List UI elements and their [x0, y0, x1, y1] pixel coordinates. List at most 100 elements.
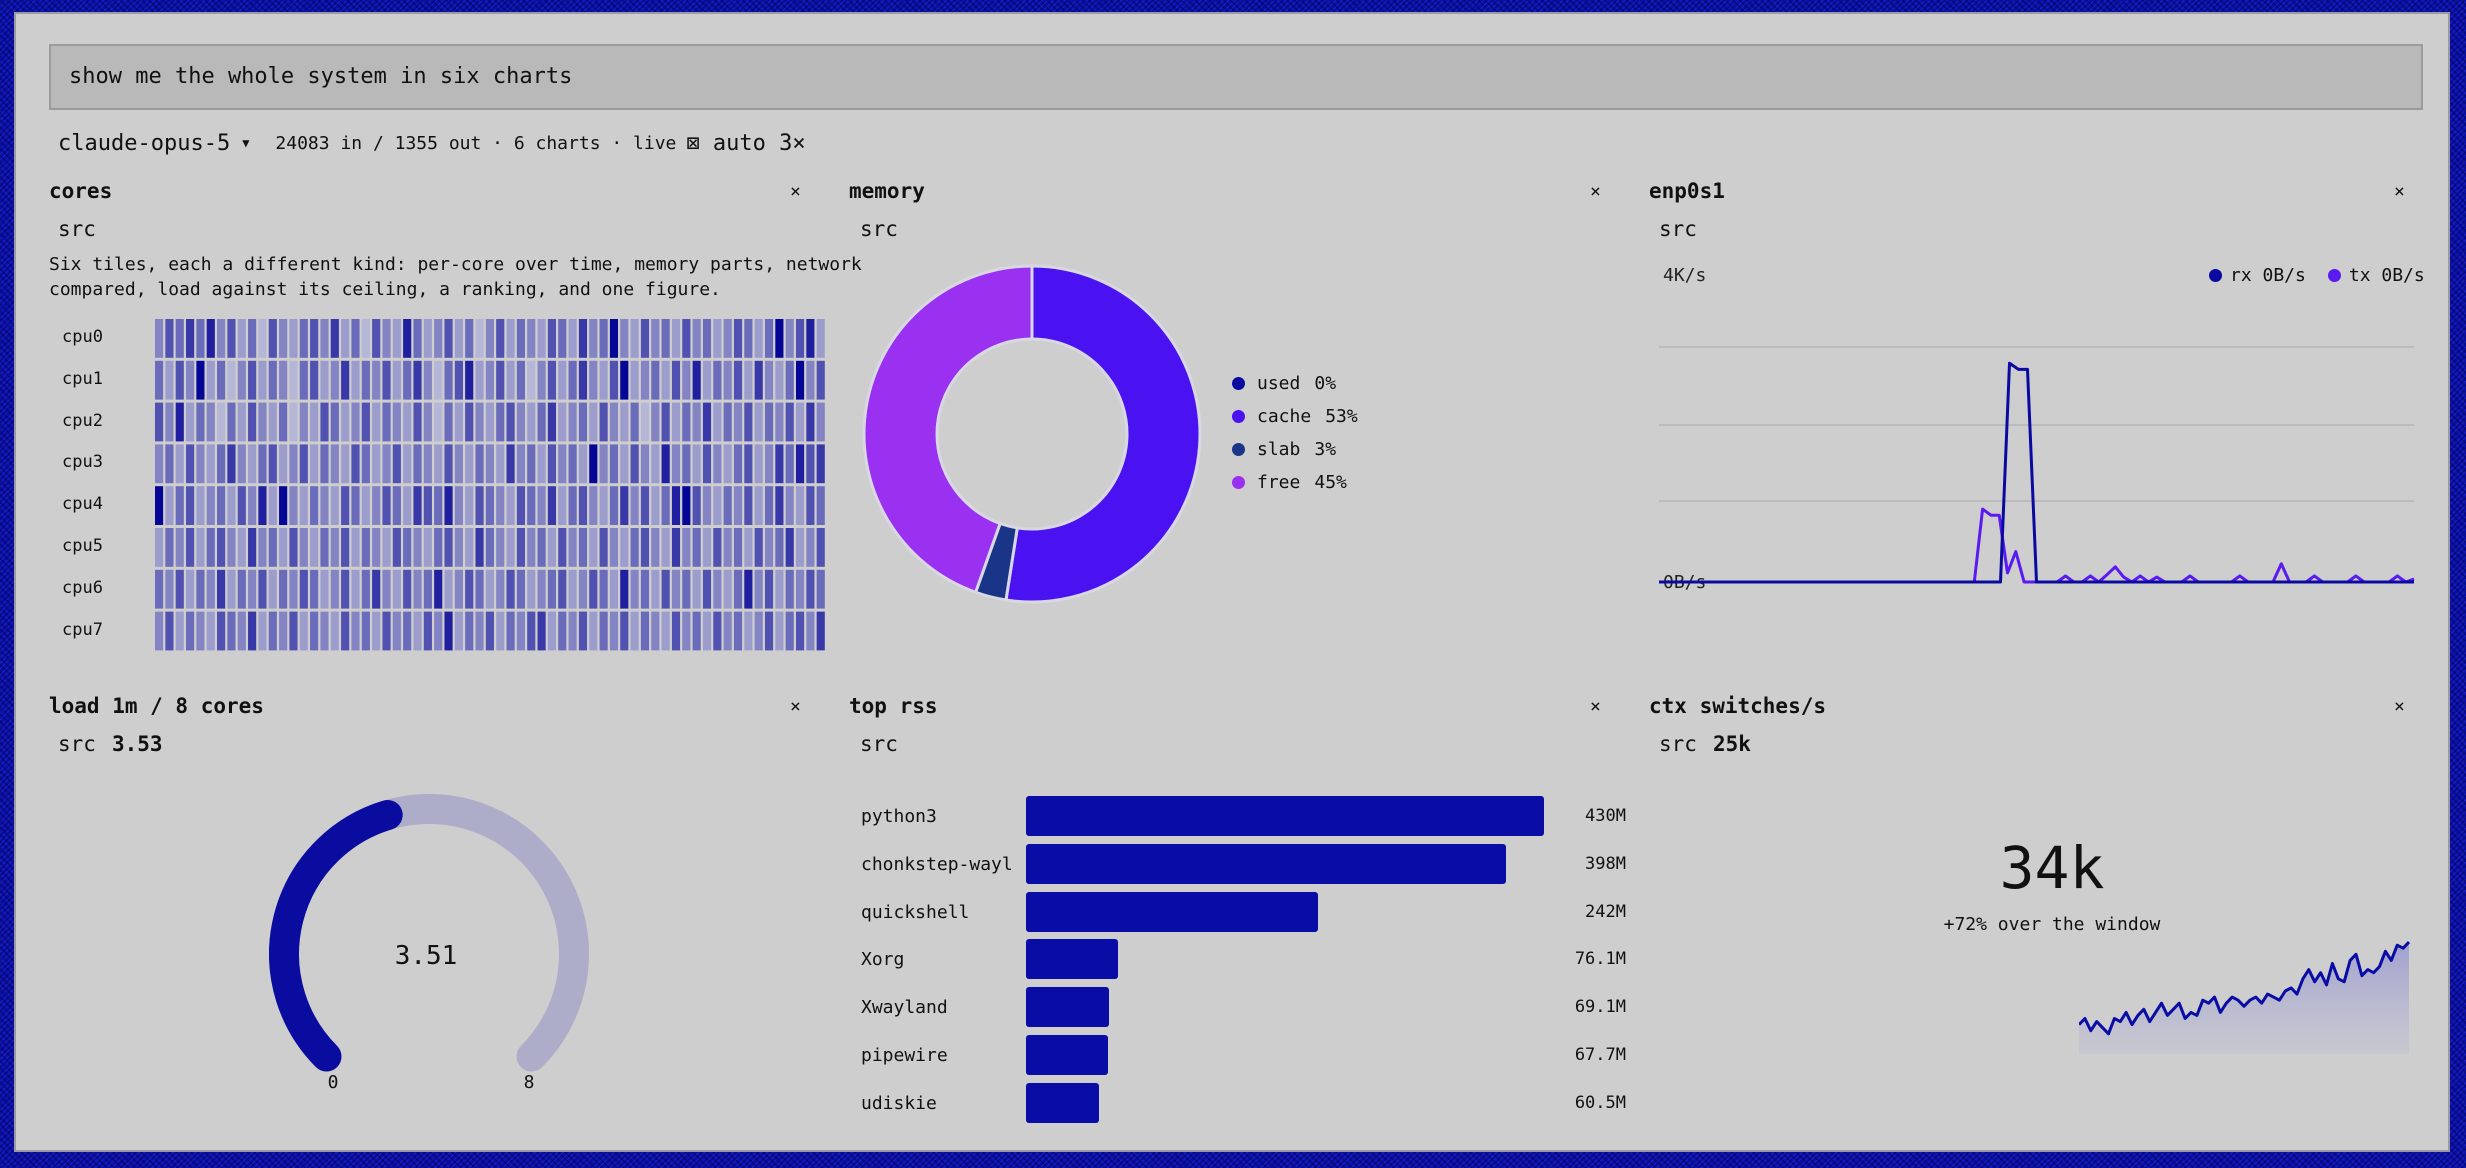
- heatmap-cell: [589, 402, 598, 442]
- heatmap-cell: [723, 360, 732, 400]
- heatmap-cell: [413, 486, 422, 525]
- heatmap-cell: [206, 402, 215, 442]
- heatmap-cell: [248, 444, 257, 484]
- heatmap-cell: [330, 528, 339, 567]
- tile-title: load 1m / 8 cores: [49, 694, 264, 718]
- heatmap-cell: [661, 528, 670, 567]
- src-toggle[interactable]: src: [1659, 217, 1697, 241]
- auto-refresh-toggle[interactable]: ⊠ auto 3×: [686, 130, 806, 156]
- src-toggle[interactable]: src: [860, 732, 898, 756]
- heatmap-cell: [330, 319, 339, 358]
- heatmap-cell: [310, 611, 319, 651]
- heatmap-cell: [682, 528, 691, 567]
- heatmap-cell: [351, 569, 360, 609]
- rss-value-label: 76.1M: [1574, 949, 1626, 970]
- src-label: src: [860, 732, 898, 756]
- heatmap-cell: [454, 528, 463, 567]
- heatmap-cell: [217, 611, 226, 651]
- heatmap-cell: [351, 360, 360, 400]
- heatmap-cell: [465, 528, 474, 567]
- heatmap-cell: [155, 528, 164, 567]
- heatmap-cell: [661, 569, 670, 609]
- heatmap-cell: [165, 611, 174, 651]
- heatmap-cell: [506, 611, 515, 651]
- heatmap-cell: [196, 444, 205, 484]
- heatmap-cell: [423, 611, 432, 651]
- heatmap-cell: [692, 486, 701, 525]
- prompt-input[interactable]: show me the whole system in six charts: [49, 44, 2423, 110]
- heatmap-cell: [589, 569, 598, 609]
- close-icon[interactable]: ×: [2394, 181, 2405, 202]
- heatmap-cell: [527, 360, 536, 400]
- legend-dot: [1232, 410, 1245, 423]
- src-toggle[interactable]: src 25k: [1659, 732, 1751, 756]
- heatmap-cell: [413, 402, 422, 442]
- heatmap-cell: [733, 360, 743, 400]
- heatmap-cell: [289, 611, 298, 651]
- heatmap-cell: [341, 360, 350, 400]
- heatmap-cell: [806, 528, 815, 567]
- model-select[interactable]: claude-opus-5 ▼: [58, 131, 249, 156]
- heatmap-cell: [248, 486, 257, 525]
- rss-value-label: 69.1M: [1574, 997, 1626, 1018]
- heatmap-cell: [816, 486, 825, 525]
- usage-stats: 24083 in / 1355 out · 6 charts · live: [275, 132, 677, 154]
- process-name: udiskie: [861, 1092, 937, 1114]
- heatmap-cell: [744, 319, 753, 358]
- tile-title: enp0s1: [1649, 179, 1725, 203]
- heatmap-cell: [723, 486, 732, 525]
- heatmap-cell: [744, 611, 753, 651]
- heatmap-cell: [527, 319, 536, 358]
- heatmap-cell: [444, 444, 453, 484]
- heatmap-cell: [702, 319, 712, 358]
- src-toggle[interactable]: src: [860, 217, 898, 241]
- heatmap-cell: [454, 569, 463, 609]
- heatmap-cell: [196, 528, 205, 567]
- heatmap-cell: [537, 402, 546, 442]
- heatmap-cell: [372, 611, 381, 651]
- heatmap-cell: [485, 528, 494, 567]
- cpu-row-label: cpu1: [62, 368, 103, 389]
- heatmap-cell: [217, 486, 226, 525]
- heatmap-cell: [578, 528, 588, 567]
- heatmap-cell: [547, 611, 556, 651]
- heatmap-cell: [547, 528, 556, 567]
- src-toggle[interactable]: src 3.53: [58, 732, 163, 756]
- heatmap-cell: [795, 611, 805, 651]
- close-icon[interactable]: ×: [790, 696, 801, 717]
- heatmap-cell: [630, 402, 639, 442]
- heatmap-cell: [671, 402, 681, 442]
- heatmap-cell: [434, 444, 443, 484]
- heatmap-cell: [516, 444, 525, 484]
- heatmap-cell: [175, 402, 184, 442]
- heatmap-cell: [289, 486, 298, 525]
- heatmap-cell: [320, 528, 329, 567]
- heatmap-cell: [651, 444, 660, 484]
- heatmap-cell: [806, 569, 815, 609]
- heatmap-cell: [806, 402, 815, 442]
- close-icon[interactable]: ×: [2394, 696, 2405, 717]
- heatmap-cell: [237, 569, 246, 609]
- heatmap-cell: [764, 569, 774, 609]
- process-name: Xorg: [861, 949, 905, 971]
- heatmap-cell: [310, 319, 319, 358]
- heatmap-cell: [289, 569, 298, 609]
- heatmap-cell: [671, 444, 681, 484]
- heatmap-cell: [547, 569, 556, 609]
- close-icon[interactable]: ×: [790, 181, 801, 202]
- heatmap-cell: [640, 528, 650, 567]
- close-icon[interactable]: ×: [1590, 696, 1601, 717]
- heatmap-cell: [361, 569, 370, 609]
- close-icon[interactable]: ×: [1590, 181, 1601, 202]
- heatmap-cell: [568, 319, 577, 358]
- src-toggle[interactable]: src: [58, 217, 96, 241]
- heatmap-cell: [775, 444, 784, 484]
- heatmap-cell: [496, 528, 505, 567]
- heatmap-cell: [248, 528, 257, 567]
- heatmap-cell: [547, 402, 556, 442]
- heatmap-cell: [816, 402, 825, 442]
- heatmap-cell: [258, 569, 267, 609]
- heatmap-cell: [506, 528, 515, 567]
- heatmap-cell: [206, 611, 215, 651]
- heatmap-cell: [671, 611, 681, 651]
